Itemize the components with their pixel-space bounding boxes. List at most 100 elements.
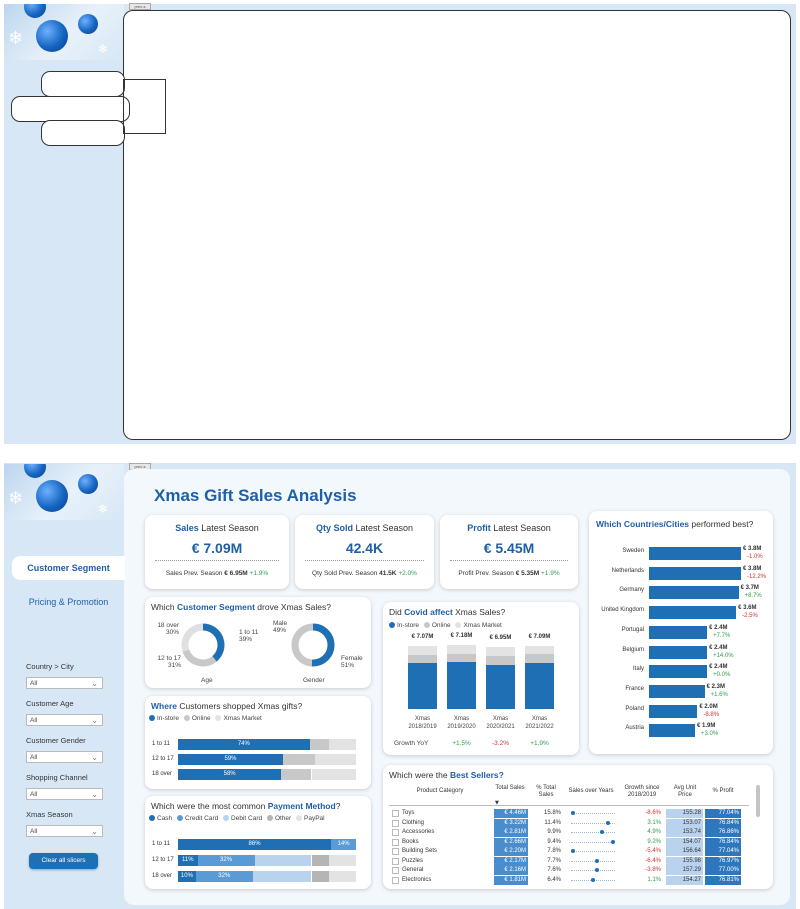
kpi-value: € 5.45M — [483, 540, 535, 556]
bar-segment[interactable] — [311, 871, 330, 882]
column-segment[interactable] — [447, 661, 476, 709]
slicer-label-channel: Shopping Channel — [26, 773, 88, 782]
legend-dot — [149, 715, 155, 721]
bar-segment[interactable]: 32% — [197, 855, 255, 866]
column-segment[interactable] — [525, 645, 554, 655]
col-header-avg-price[interactable]: Avg Unit Price — [673, 785, 697, 798]
category-cell: Books — [402, 838, 419, 845]
bar-segment[interactable] — [252, 871, 312, 882]
column-segment[interactable] — [408, 646, 437, 655]
bar-segment[interactable] — [281, 769, 312, 780]
bar-segment[interactable] — [329, 739, 356, 750]
column-segment[interactable] — [447, 653, 476, 662]
country-delta: +3.0% — [701, 731, 719, 738]
column-segment[interactable] — [447, 645, 476, 654]
bar-value-label: 10% — [180, 873, 193, 879]
country-bar[interactable] — [649, 547, 741, 560]
column-segment[interactable] — [525, 654, 554, 663]
sort-down-icon: ▼ — [495, 800, 499, 806]
nav-customer-segment[interactable]: Customer Segment — [12, 556, 125, 580]
country-value: € 3.8M — [743, 546, 762, 552]
table-scrollbar[interactable] — [756, 785, 760, 817]
column-segment[interactable] — [486, 655, 515, 665]
clear-all-slicers-button[interactable]: Clear all slicers — [29, 853, 98, 869]
bar-row-label: 1 to 11 — [152, 841, 170, 847]
bar-segment[interactable]: 74% — [178, 739, 310, 750]
bar-segment[interactable]: 10% — [178, 871, 196, 882]
table-row[interactable]: Building Sets € 2.20M 7.8% -5.4% 156.64 77.04… — [383, 847, 753, 856]
pct-total-cell: 9.4% — [547, 838, 561, 845]
slicer-xmas-season[interactable]: All ⌄ — [26, 825, 103, 837]
nav-pricing-promotion[interactable]: Pricing & Promotion — [28, 597, 109, 607]
total-sales-cell: € 2.17M — [494, 856, 528, 866]
col-header-growth[interactable]: Growth since 2018/2019 — [624, 785, 660, 798]
column-category-label: 2021/2022 — [525, 724, 554, 730]
bar-value-label: 58% — [223, 771, 236, 777]
slicer-value: All — [30, 791, 38, 798]
col-header-total-sales[interactable]: Total Sales — [495, 785, 525, 791]
sparkline-dot — [571, 849, 576, 853]
table-row[interactable]: Toys € 4.46M 15.8% -8.6% 155.28 77.04% — [383, 809, 753, 818]
bar-segment[interactable]: 11% — [178, 855, 198, 866]
bar-row-label: 12 to 17 — [152, 756, 174, 762]
bar-segment[interactable] — [329, 855, 356, 866]
country-bar[interactable] — [649, 684, 705, 698]
donut-slice[interactable] — [182, 649, 217, 667]
age-caption: Age — [201, 677, 213, 684]
country-bar[interactable] — [649, 586, 739, 600]
bar-segment[interactable] — [311, 769, 356, 780]
bar-value-label: 59% — [224, 756, 237, 762]
column-segment[interactable] — [486, 664, 515, 709]
bar-segment[interactable] — [315, 754, 356, 765]
table-row[interactable]: Electronics € 1.81M 6.4% 1.1% 154.27 76.81% — [383, 875, 753, 885]
profit-cell: 76.86% — [705, 828, 741, 837]
ornament-ball-icon — [78, 14, 98, 34]
bar-segment[interactable]: 14% — [331, 839, 356, 850]
country-bar[interactable] — [649, 645, 708, 659]
table-row[interactable]: Puzzles € 2.17M 7.7% -6.4% 155.98 76.97% — [383, 856, 753, 866]
category-cell: Puzzles — [402, 857, 424, 864]
column-segment[interactable] — [486, 647, 515, 656]
bar-segment[interactable]: 86% — [178, 839, 332, 850]
gender-donut[interactable] — [291, 623, 335, 667]
country-bar[interactable] — [649, 724, 695, 738]
age-donut[interactable] — [181, 623, 225, 667]
country-bar[interactable] — [649, 704, 698, 718]
country-bar[interactable] — [649, 606, 737, 620]
slicer-customer-gender[interactable]: All ⌄ — [26, 751, 103, 763]
country-bar[interactable] — [649, 665, 708, 679]
slicer-shopping-channel[interactable]: All ⌄ — [26, 788, 103, 800]
bar-segment[interactable]: 32% — [195, 871, 253, 882]
col-header-sales-over-years[interactable]: Sales over Years — [568, 788, 614, 794]
column-segment[interactable] — [408, 662, 437, 709]
total-sales-cell: € 1.81M — [494, 875, 528, 885]
slicer-country[interactable]: All ⌄ — [26, 677, 103, 689]
bar-segment[interactable]: 58% — [178, 769, 282, 780]
bar-segment[interactable] — [311, 855, 330, 866]
col-header-category[interactable]: Product Category — [416, 788, 464, 794]
donut-slice[interactable] — [181, 623, 204, 652]
column-segment[interactable] — [408, 654, 437, 663]
country-bar[interactable] — [649, 566, 741, 580]
table-row[interactable]: General € 2.16M 7.6% -3.8% 157.29 77.00% — [383, 866, 753, 875]
column-segment[interactable] — [525, 662, 554, 709]
bar-segment[interactable] — [329, 871, 356, 882]
country-bar[interactable] — [649, 625, 708, 639]
table-row[interactable]: Accessories € 2.81M 9.9% 4.9% 153.74 76.86% — [383, 828, 753, 837]
col-header-profit[interactable]: % Profit — [712, 788, 734, 794]
bar-segment[interactable] — [283, 754, 316, 765]
slicer-customer-age[interactable]: All ⌄ — [26, 714, 103, 726]
top-tiny-tab[interactable]: prev-s — [129, 3, 151, 10]
donut-slice[interactable] — [202, 623, 225, 662]
table-row[interactable]: Clothing € 3.22M 11.4% 3.1% 153.07 76.84% — [383, 818, 753, 828]
bar-segment[interactable]: 59% — [178, 754, 284, 765]
legend-dot — [183, 715, 190, 721]
donut-slice[interactable] — [311, 623, 335, 667]
bar-segment[interactable] — [254, 855, 312, 866]
bar-segment[interactable] — [309, 739, 330, 750]
col-header-pct-total[interactable]: % Total Sales — [536, 785, 556, 798]
donut-slice[interactable] — [291, 623, 314, 667]
table-row[interactable]: Books € 2.66M 9.4% 9.2% 154.07 76.84% — [383, 837, 753, 847]
avg-price-cell: 154.27 — [666, 875, 703, 885]
top-placeholder-pill-3 — [41, 120, 125, 146]
